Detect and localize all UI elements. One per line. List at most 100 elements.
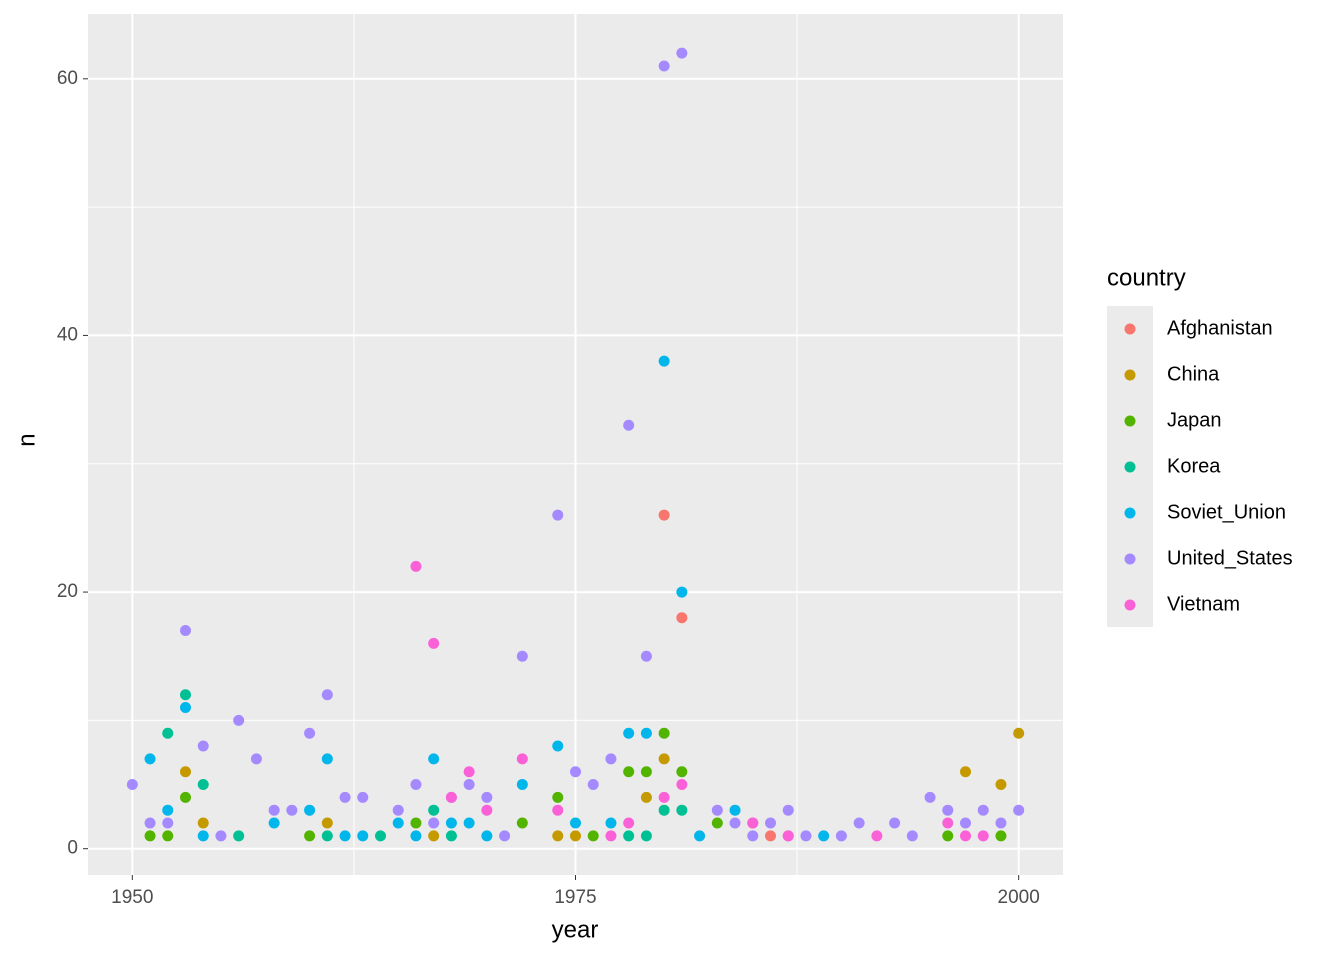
point: [552, 740, 564, 752]
point: [960, 766, 971, 778]
point: [676, 47, 688, 59]
point: [676, 766, 688, 778]
y-tick-label: 40: [57, 324, 78, 345]
point: [747, 817, 759, 829]
point: [233, 714, 245, 726]
point: [747, 830, 759, 842]
point: [960, 830, 971, 842]
point: [729, 804, 741, 816]
point: [481, 791, 493, 803]
point: [623, 766, 635, 778]
point: [180, 689, 191, 701]
point: [570, 830, 581, 842]
point: [711, 804, 723, 816]
point: [357, 791, 369, 803]
point: [233, 830, 245, 842]
point: [889, 817, 901, 829]
point: [126, 779, 138, 791]
point: [570, 766, 581, 778]
point: [605, 830, 617, 842]
point: [445, 830, 457, 842]
point: [658, 804, 670, 816]
point: [180, 766, 191, 778]
point: [658, 355, 670, 367]
point: [162, 830, 174, 842]
point: [445, 817, 457, 829]
point: [658, 509, 670, 521]
point: [144, 830, 156, 842]
point: [1013, 727, 1025, 739]
point: [906, 830, 918, 842]
point: [676, 804, 688, 816]
point: [995, 779, 1007, 791]
point: [463, 766, 475, 778]
legend-key: [1124, 369, 1136, 381]
point: [197, 779, 209, 791]
point: [640, 791, 652, 803]
legend-key: [1124, 507, 1136, 519]
point: [144, 817, 156, 829]
point: [871, 830, 883, 842]
point: [623, 419, 635, 431]
point: [782, 804, 794, 816]
point: [375, 830, 386, 842]
legend-label: China: [1167, 363, 1220, 385]
point: [321, 830, 333, 842]
point: [640, 766, 652, 778]
point: [516, 817, 528, 829]
point: [853, 817, 865, 829]
point: [711, 817, 723, 829]
point: [552, 804, 564, 816]
point: [942, 830, 954, 842]
point: [410, 560, 422, 572]
y-tick-label: 60: [57, 68, 78, 89]
x-tick-label: 1975: [554, 887, 596, 908]
point: [623, 817, 635, 829]
point: [268, 817, 280, 829]
point: [694, 830, 706, 842]
point: [658, 727, 670, 739]
point: [304, 830, 316, 842]
legend-label: Afghanistan: [1167, 317, 1273, 339]
legend-label: Soviet_Union: [1167, 501, 1286, 523]
point: [180, 625, 191, 637]
legend-label: Vietnam: [1167, 593, 1240, 615]
point: [605, 817, 617, 829]
point: [605, 753, 617, 765]
point: [339, 791, 351, 803]
x-axis-title: year: [552, 916, 599, 943]
point: [428, 830, 440, 842]
point: [321, 817, 333, 829]
point: [676, 586, 688, 598]
point: [321, 753, 333, 765]
y-tick-label: 20: [57, 581, 78, 602]
point: [428, 817, 440, 829]
point: [835, 830, 847, 842]
legend-key: [1124, 599, 1136, 611]
point: [162, 817, 174, 829]
point: [516, 779, 528, 791]
point: [570, 817, 581, 829]
point: [587, 779, 599, 791]
point: [499, 830, 511, 842]
point: [250, 753, 262, 765]
point: [960, 817, 971, 829]
legend-key: [1124, 461, 1136, 473]
point: [392, 817, 404, 829]
legend-label: United_States: [1167, 547, 1293, 569]
point: [410, 779, 422, 791]
point: [676, 779, 688, 791]
point: [392, 804, 404, 816]
point: [623, 727, 635, 739]
legend-key: [1124, 553, 1136, 565]
point: [516, 753, 528, 765]
point: [463, 779, 475, 791]
point: [977, 830, 989, 842]
point: [445, 791, 457, 803]
point: [977, 804, 989, 816]
point: [658, 753, 670, 765]
legend-title: country: [1107, 264, 1186, 291]
point: [552, 791, 564, 803]
point: [995, 830, 1007, 842]
